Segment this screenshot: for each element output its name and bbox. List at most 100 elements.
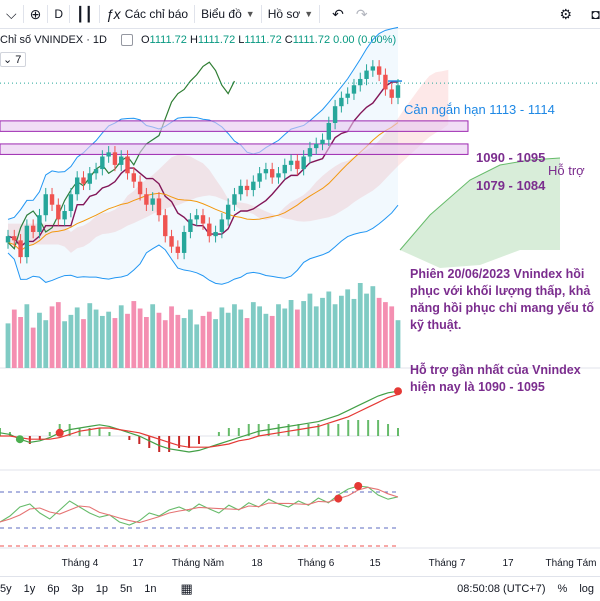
candle-body xyxy=(194,215,199,220)
candle-body xyxy=(131,173,137,182)
layout-button[interactable]: Biểu đồ ▼ xyxy=(195,0,261,28)
volume-bar xyxy=(232,304,237,368)
candle-body xyxy=(74,177,80,195)
high-label: H xyxy=(189,34,198,46)
chevron-down-icon: ▼ xyxy=(245,9,255,19)
range-button-5y[interactable]: 5y xyxy=(0,583,12,595)
time-axis-label: Tháng Năm xyxy=(172,558,224,569)
candle-body xyxy=(351,85,357,94)
settings-gear-icon[interactable]: ⚙ xyxy=(559,5,572,22)
volume-bar xyxy=(106,311,112,368)
volume-bar xyxy=(206,311,212,368)
indicator-collapse-button[interactable]: ⌄ 7 xyxy=(0,52,27,67)
symbol-title[interactable]: Chỉ số VNINDEX · 1D xyxy=(0,34,107,46)
chevron-down-icon: ▼ xyxy=(304,9,314,19)
camera-icon[interactable]: ◘ xyxy=(591,6,600,22)
volume-bar xyxy=(175,314,181,368)
time-axis-label: 18 xyxy=(251,558,263,569)
candle-body xyxy=(219,219,225,232)
volume-bar xyxy=(294,309,300,368)
candle-body xyxy=(125,156,130,174)
candle-body xyxy=(276,173,281,178)
candle-body xyxy=(207,223,212,237)
clock-time[interactable]: 08:50:08 (UTC+7) xyxy=(457,583,546,595)
time-axis-label: 15 xyxy=(369,558,381,569)
percent-toggle[interactable]: % xyxy=(557,583,568,595)
interval-button[interactable]: D xyxy=(54,7,64,21)
volume-bar xyxy=(263,313,269,368)
volume-bar xyxy=(93,309,99,368)
volume-bar xyxy=(143,317,149,368)
volume-bar xyxy=(49,306,55,368)
candle-body xyxy=(301,156,306,170)
candles xyxy=(5,60,401,264)
zone2-label: 1079 - 1084 xyxy=(476,178,546,193)
volume-bar xyxy=(18,317,23,368)
range-button-3p[interactable]: 3p xyxy=(71,583,84,595)
candle-body xyxy=(169,236,174,247)
candle-body xyxy=(68,194,74,212)
profile-button[interactable]: Hồ sơ ▼ xyxy=(262,0,319,28)
candle-body xyxy=(81,177,86,184)
stoch-d-line xyxy=(0,486,399,524)
volume-bar xyxy=(30,327,36,368)
symbol-legend: Chỉ số VNINDEX · 1D O1111.72 H1111.72 L1… xyxy=(0,34,396,46)
range-button-6p[interactable]: 6p xyxy=(47,583,60,595)
candle-body xyxy=(24,225,30,258)
layout-label: Biểu đồ xyxy=(201,7,242,21)
candle-body xyxy=(345,93,350,98)
change-value: 0.00 (0.00%) xyxy=(333,34,397,46)
calendar-icon[interactable]: ▦ xyxy=(180,581,193,596)
ma-line xyxy=(7,122,399,252)
time-axis: Tháng 4 17 Tháng Năm 18 Tháng 6 15 Tháng 7 17 Th… xyxy=(62,558,597,569)
time-axis-label: Tháng 7 xyxy=(429,558,466,569)
candle-body xyxy=(30,225,36,232)
close-value: 1111.72 xyxy=(292,34,331,46)
candle-body xyxy=(18,240,23,258)
open-value: 1111.72 xyxy=(149,34,187,46)
volume-bar xyxy=(150,304,156,368)
volume-bar xyxy=(81,319,86,368)
candle-body xyxy=(383,74,388,90)
volume-bars xyxy=(5,283,401,368)
range-button-1n[interactable]: 1n xyxy=(144,583,157,595)
range-button-5n[interactable]: 5n xyxy=(120,583,133,595)
volume-bar xyxy=(288,300,294,368)
undo-icon[interactable]: ↶ xyxy=(332,5,344,22)
macd-line xyxy=(0,390,399,453)
candle-body xyxy=(49,194,55,205)
candle-body xyxy=(320,139,325,144)
volume-bar xyxy=(194,324,200,368)
candle-body xyxy=(93,169,99,174)
add-symbol-icon[interactable]: ⊕ xyxy=(29,5,42,22)
log-toggle[interactable]: log xyxy=(579,583,594,595)
volume-bar xyxy=(389,306,395,368)
visibility-toggle[interactable] xyxy=(120,34,133,46)
volume-bar xyxy=(169,306,174,368)
volume-bar xyxy=(68,314,74,368)
redo-icon[interactable]: ↷ xyxy=(355,5,368,22)
volume-bar xyxy=(244,318,250,368)
ohlc-values: O1111.72 H1111.72 L1111.72 C1111.72 0.00… xyxy=(141,34,396,46)
candle-body xyxy=(238,185,243,195)
volume-bar xyxy=(250,302,256,368)
indicators-button[interactable]: ƒx Các chỉ báo xyxy=(100,0,194,28)
volume-bar xyxy=(301,301,307,368)
candle-body xyxy=(62,211,67,220)
candle-body xyxy=(12,236,17,241)
menu-chevron-icon[interactable]: ⌵ xyxy=(6,5,17,22)
candle-body xyxy=(119,156,124,165)
volume-bar xyxy=(257,306,263,368)
range-button-1p[interactable]: 1p xyxy=(95,583,108,595)
macd-cross-dot xyxy=(394,387,402,396)
note-support: Hỗ trợ gần nhất của Vnindex hiện nay là … xyxy=(410,363,581,394)
volume-bar xyxy=(282,308,288,368)
volume-bar xyxy=(213,319,218,368)
support-zone-1 xyxy=(0,120,469,132)
candle-style-icon[interactable]: ┃┃ xyxy=(76,5,93,22)
top-toolbar: ⌵ ⊕ D ┃┃ ƒx Các chỉ báo Biểu đồ ▼ Hồ sơ ▼ ↶… xyxy=(0,0,600,29)
range-button-1y[interactable]: 1y xyxy=(23,583,36,595)
volume-bar xyxy=(313,306,319,368)
candle-body xyxy=(5,236,11,243)
